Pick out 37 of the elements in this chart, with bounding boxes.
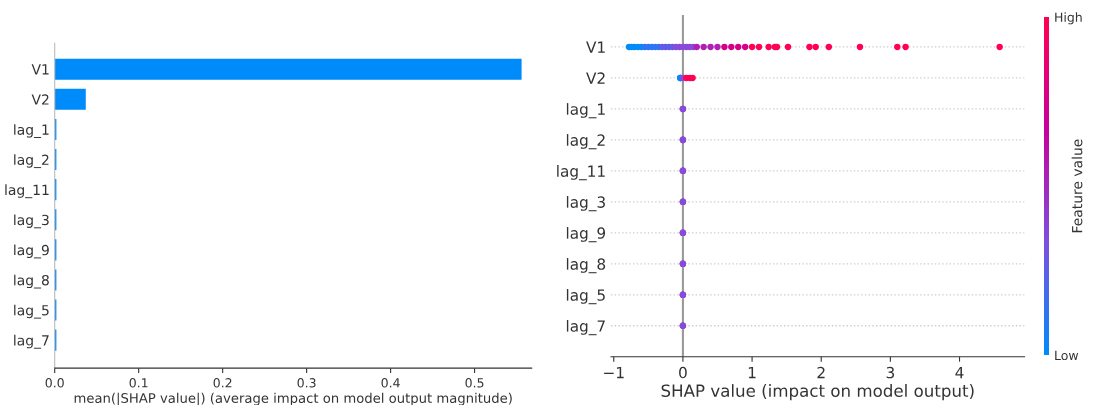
y-tick-label: lag_7 — [14, 334, 49, 349]
y-tick-label: lag_9 — [14, 244, 49, 259]
x-axis-title: SHAP value (impact on model output) — [661, 384, 974, 401]
x-axis-title: mean(|SHAP value|) (average impact on model output magnitude) — [74, 392, 512, 405]
y-tick-label: lag_9 — [566, 227, 606, 243]
x-tick-label: 2 — [817, 366, 825, 379]
x-tick-label: 0.2 — [213, 378, 232, 388]
color-bar-label: High — [1055, 12, 1082, 25]
y-tick-label: lag_3 — [566, 196, 605, 212]
color-bar-label: Low — [1055, 350, 1079, 361]
y-tick-label: lag_7 — [566, 320, 605, 336]
x-tick-label: 1 — [748, 367, 756, 379]
y-tick-label: lag_1 — [566, 103, 605, 119]
x-tick-label: 0.4 — [381, 378, 400, 388]
x-tick-label: 3 — [886, 366, 895, 379]
y-tick-label: lag_2 — [566, 134, 605, 150]
y-tick-label: lag_2 — [14, 154, 49, 169]
y-tick-label: V1 — [31, 64, 49, 75]
y-tick-label: lag_11 — [557, 165, 605, 181]
y-tick-label: V2 — [586, 72, 605, 84]
x-tick-label: 0 — [679, 366, 687, 379]
y-tick-label: lag_11 — [5, 184, 49, 199]
y-tick-label: lag_1 — [14, 124, 49, 138]
y-tick-label: lag_8 — [14, 274, 49, 289]
y-tick-label: V2 — [31, 94, 49, 105]
x-tick-label: −1 — [604, 367, 624, 379]
y-tick-label: lag_8 — [566, 258, 606, 274]
x-tick-label: 4 — [955, 367, 964, 379]
y-tick-label: V1 — [586, 41, 605, 53]
y-tick-label: lag_5 — [14, 304, 49, 319]
color-bar-title: Feature value — [1071, 139, 1083, 233]
x-tick-label: 0.1 — [129, 378, 148, 388]
x-tick-label: 0.5 — [465, 378, 484, 388]
y-tick-label: lag_5 — [566, 289, 605, 305]
x-tick-label: 0.0 — [45, 378, 64, 388]
y-tick-label: lag_3 — [14, 214, 49, 229]
x-tick-label: 0.3 — [297, 378, 316, 388]
